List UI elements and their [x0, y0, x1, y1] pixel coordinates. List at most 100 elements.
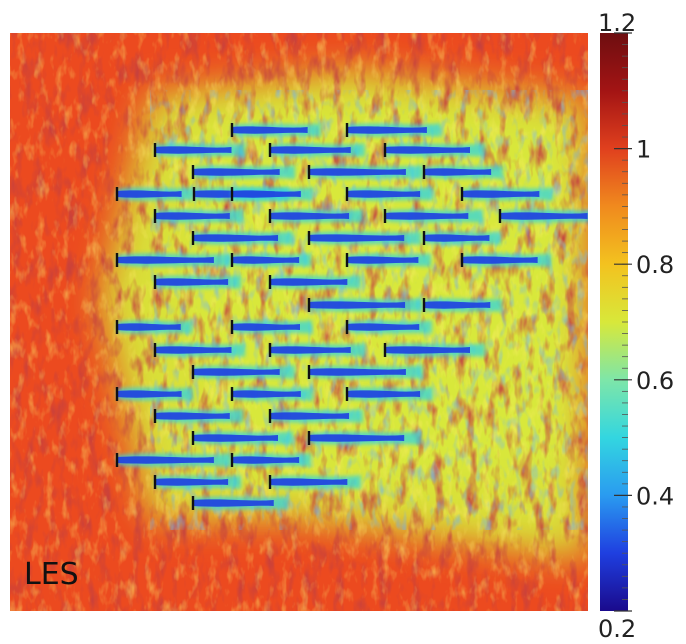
- wake-core: [270, 478, 348, 486]
- wake-core: [309, 434, 405, 442]
- turbine-wake: [385, 343, 485, 357]
- colorbar-tick-label: 0.2: [598, 615, 636, 643]
- wake-core: [155, 278, 229, 286]
- turbine-wake: [117, 387, 193, 401]
- turbine-wake: [500, 209, 588, 223]
- wake-core: [117, 323, 181, 331]
- turbine-wake: [155, 275, 241, 289]
- turbine-wake: [117, 320, 192, 334]
- turbine-wake: [385, 209, 483, 223]
- turbine-wake: [193, 496, 288, 510]
- wake-core: [385, 346, 470, 354]
- wake-core: [462, 256, 538, 264]
- turbine-wake: [232, 453, 311, 467]
- colorbar-tick-label: 0.8: [636, 251, 674, 279]
- turbine-wake: [424, 298, 502, 312]
- turbine-wake: [462, 253, 551, 267]
- turbine-wake: [347, 253, 431, 267]
- wake-core: [117, 190, 182, 198]
- turbine-wake: [193, 365, 295, 379]
- wake-core: [309, 234, 405, 242]
- colorbar-major-ticks: 0.2 0.4 0.6 0.8 1 1.2: [598, 9, 674, 643]
- turbine-wake: [232, 387, 313, 401]
- wake-core: [424, 234, 490, 242]
- turbine-wake: [270, 209, 363, 223]
- wake-core: [117, 390, 182, 398]
- wake-core: [347, 323, 420, 331]
- wake-core: [347, 126, 427, 134]
- turbine-wake: [309, 431, 421, 445]
- colorbar-minor-ticks: [622, 32, 628, 612]
- turbine-wakes: [117, 123, 588, 510]
- wake-core: [309, 301, 406, 309]
- turbine-wake: [424, 165, 503, 179]
- wake-core: [232, 190, 301, 198]
- turbines: [115, 123, 502, 510]
- wake-core: [270, 278, 348, 286]
- turbine-wake: [117, 187, 193, 201]
- turbine-wake: [117, 453, 231, 467]
- wake-core: [385, 146, 470, 154]
- wake-core: [347, 390, 421, 398]
- wake-core: [309, 368, 406, 376]
- wake-core: [270, 412, 350, 420]
- wake-core: [232, 456, 300, 464]
- turbine-wake: [309, 298, 422, 312]
- turbine-wake: [155, 143, 245, 157]
- wake-core: [117, 256, 214, 264]
- turbine-wake: [385, 143, 485, 157]
- wake-core: [500, 212, 588, 220]
- wake-core: [385, 212, 469, 220]
- turbine-wake: [270, 343, 365, 357]
- wake-core: [424, 168, 492, 176]
- turbine-wake: [424, 231, 501, 245]
- turbine-wake: [347, 387, 433, 401]
- turbine-wake: [155, 409, 243, 423]
- wake-core: [155, 212, 230, 220]
- turbine-wake: [232, 253, 311, 267]
- wake-core: [193, 434, 278, 442]
- wake-core: [232, 256, 300, 264]
- turbine-wake: [309, 365, 423, 379]
- wake-core: [117, 456, 214, 464]
- wake-core: [424, 301, 491, 309]
- turbine-wake: [270, 475, 361, 489]
- turbine-wake: [462, 187, 553, 201]
- wake-core: [193, 234, 278, 242]
- colorbar-tick-label: 1.2: [598, 9, 636, 37]
- velocity-field: [10, 33, 588, 611]
- turbine-wake: [117, 253, 231, 267]
- wake-core: [270, 212, 350, 220]
- turbine-wake: [309, 231, 421, 245]
- colorbar-tick-label: 0.6: [636, 367, 674, 395]
- colorbar-tick-label: 0.4: [636, 482, 674, 510]
- wake-core: [155, 146, 232, 154]
- wake-core: [155, 412, 230, 420]
- wake-core: [270, 146, 351, 154]
- wake-core: [155, 478, 229, 486]
- turbine-wake: [270, 409, 363, 423]
- turbine-wake: [232, 123, 321, 137]
- wake-core: [270, 346, 351, 354]
- wake-core: [232, 126, 308, 134]
- wake-core: [232, 323, 300, 331]
- wake-core: [155, 346, 232, 354]
- turbine-wake: [155, 209, 243, 223]
- wake-core: [193, 168, 280, 176]
- colorbar-tick-label: 1: [636, 136, 651, 164]
- turbine-wake: [270, 275, 361, 289]
- wake-core: [462, 190, 540, 198]
- turbine-wake: [155, 475, 241, 489]
- turbine-wake: [232, 187, 313, 201]
- turbine-wake: [193, 431, 293, 445]
- panel-label: LES: [24, 557, 79, 592]
- wake-core: [347, 256, 419, 264]
- wake-core: [347, 190, 421, 198]
- turbine-wake: [347, 123, 441, 137]
- wake-core: [232, 390, 301, 398]
- turbine-wake: [270, 143, 365, 157]
- wake-core: [193, 368, 280, 376]
- wake-core: [309, 168, 406, 176]
- turbine-wake: [309, 165, 423, 179]
